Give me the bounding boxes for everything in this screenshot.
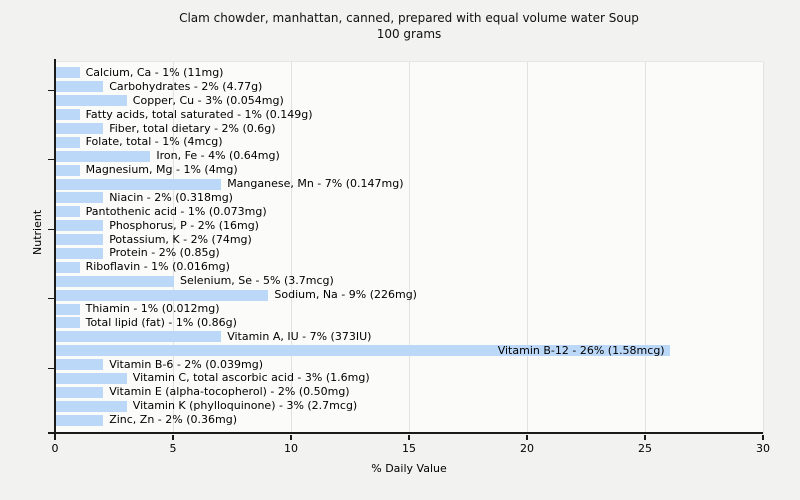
bar-fiber-total-dietary: [56, 123, 104, 134]
bar-label: Carbohydrates - 2% (4.77g): [109, 79, 263, 93]
bar-niacin: [56, 192, 104, 204]
bar-label: Folate, total - 1% (4mcg): [85, 135, 223, 149]
bar-label: Riboflavin - 1% (0.016mg): [85, 260, 230, 274]
bar-label: Iron, Fe - 4% (0.64mg): [156, 149, 280, 163]
bar-label: Potassium, K - 2% (74mg): [109, 232, 252, 246]
bar-label: Vitamin B-12 - 26% (1.58mcg): [497, 343, 665, 357]
x-tick-30: [762, 435, 764, 440]
bar-pantothenic-acid: [56, 206, 80, 218]
x-tick-label-20: 20: [520, 442, 534, 455]
bar-copper-cu: [56, 95, 127, 107]
x-tick-label-25: 25: [638, 442, 652, 455]
bar-manganese-mn: [56, 178, 222, 190]
bar-selenium-se: [56, 275, 174, 287]
y-tick: [48, 367, 55, 369]
bar-fatty-acids-total-saturated: [56, 109, 80, 121]
bar-vitamin-a-iu: [56, 331, 222, 343]
bar-label: Fiber, total dietary - 2% (0.6g): [109, 121, 276, 135]
y-axis-title: Nutrient: [31, 209, 44, 255]
bar-magnesium-mg: [56, 164, 80, 176]
y-tick: [48, 298, 55, 299]
gridline-x-30: [763, 62, 764, 434]
chart-title-line2: 100 grams: [376, 27, 442, 41]
x-tick-label-10: 10: [284, 442, 298, 455]
bar-vitamin-k-phylloquinone: [56, 400, 127, 412]
bar-label: Vitamin C, total ascorbic acid - 3% (1.6…: [132, 371, 370, 385]
bar-iron-fe: [56, 150, 151, 162]
plot-area: Calcium, Ca - 1% (11mg) Carbohydrates - 2…: [52, 61, 770, 455]
bar-label: Phosphorus, P - 2% (16mg): [109, 218, 259, 232]
bar-label: Sodium, Na - 9% (226mg): [274, 288, 417, 302]
x-tick-15: [408, 435, 410, 440]
gridline-x-25: [645, 62, 646, 434]
x-axis-line: [48, 432, 763, 434]
bar-label: Protein - 2% (0.85g): [109, 246, 220, 260]
bar-label: Vitamin K (phylloquinone) - 3% (2.7mcg): [132, 399, 358, 413]
bar-label: Niacin - 2% (0.318mg): [109, 190, 233, 204]
chart-title-line1: Clam chowder, manhattan, canned, prepare…: [179, 11, 639, 25]
x-tick-label-5: 5: [169, 442, 177, 455]
x-tick-5: [172, 435, 174, 440]
x-tick-25: [644, 435, 646, 440]
bar-label: Fatty acids, total saturated - 1% (0.149…: [85, 107, 313, 121]
bar-protein: [56, 247, 104, 259]
y-axis-line: [54, 59, 56, 438]
bar-label: Total lipid (fat) - 1% (0.86g): [85, 315, 237, 329]
bar-label: Vitamin A, IU - 7% (373IU): [227, 329, 372, 343]
x-tick-20: [526, 435, 528, 440]
bar-vitamin-b-12: [56, 345, 670, 357]
gridline-x-10: [291, 62, 292, 434]
bar-sodium-na: [56, 289, 269, 301]
x-axis-title: % Daily Value: [371, 462, 447, 475]
bar-potassium-k: [56, 234, 104, 246]
bar-total-lipid-fat: [56, 317, 80, 329]
y-tick: [48, 228, 55, 230]
gridline-x-5: [173, 62, 174, 434]
bar-folate-total: [56, 136, 80, 148]
bar-thiamin: [56, 303, 80, 315]
bar-label: Vitamin B-6 - 2% (0.039mg): [109, 357, 264, 371]
bar-label: Copper, Cu - 3% (0.054mg): [132, 93, 284, 107]
bar-riboflavin: [56, 261, 80, 273]
x-tick-label-15: 15: [402, 442, 416, 455]
bar-label: Selenium, Se - 5% (3.7mcg): [180, 274, 334, 288]
bar-vitamin-c-total-ascorbic-acid: [56, 372, 127, 384]
y-tick: [48, 159, 55, 161]
bar-zinc-zn: [56, 414, 104, 426]
bar-label: Calcium, Ca - 1% (11mg): [85, 65, 224, 79]
bar-vitamin-e-alpha-tocopherol: [56, 386, 104, 398]
bar-carbohydrates: [56, 81, 104, 93]
gridline-x-15: [409, 62, 410, 434]
bar-vitamin-b-6: [56, 359, 104, 370]
bar-label: Thiamin - 1% (0.012mg): [85, 302, 220, 315]
bar-phosphorus-p: [56, 220, 104, 232]
chart-title: Clam chowder, manhattan, canned, prepare…: [55, 10, 763, 42]
x-tick-label-0: 0: [51, 442, 59, 455]
x-tick-10: [290, 435, 292, 440]
x-tick-label-30: 30: [756, 442, 770, 455]
bar-label: Pantothenic acid - 1% (0.073mg): [85, 204, 267, 218]
bar-label: Zinc, Zn - 2% (0.36mg): [109, 413, 237, 427]
y-tick: [48, 89, 55, 91]
bar-label: Manganese, Mn - 7% (0.147mg): [227, 177, 404, 190]
bar-label: Vitamin E (alpha-tocopherol) - 2% (0.50m…: [109, 385, 350, 399]
gridline-x-20: [527, 62, 528, 434]
bar-label: Magnesium, Mg - 1% (4mg): [85, 163, 238, 177]
bar-calcium-ca: [56, 67, 80, 79]
